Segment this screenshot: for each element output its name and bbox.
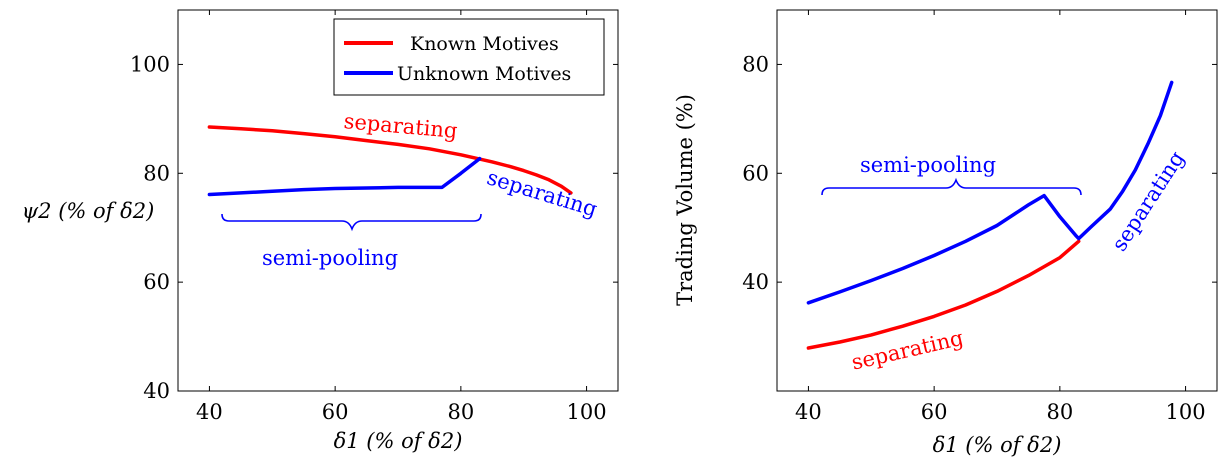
- right-series-line-unknown-motives: [806, 80, 1174, 305]
- right-x-axis-label: δ1 (% of δ2): [933, 433, 1062, 457]
- left-series-line-unknown-motives: [207, 156, 482, 197]
- left-y-tick-label: 100: [130, 52, 170, 76]
- right-y-axis-label: Trading Volume (%): [673, 94, 697, 306]
- right-x-tick-label: 40: [795, 400, 822, 424]
- left-x-tick-label: 80: [447, 400, 474, 424]
- right-lines: [806, 80, 1174, 350]
- right-x-tick-label: 100: [1166, 400, 1206, 424]
- left-y-tick-label: 60: [143, 270, 170, 294]
- left-lines: [207, 125, 573, 197]
- left-y-axis-label: ψ2 (% of δ2): [22, 199, 155, 223]
- left-x-axis-label: δ1 (% of δ2): [334, 429, 463, 453]
- right-x-tick-label: 60: [921, 400, 948, 424]
- right-series-line-known-motives: [806, 239, 1081, 350]
- left-ticks: 40 60 80 100 40 60 80 100: [130, 10, 618, 424]
- right-semi-pooling-brace: [821, 177, 1082, 196]
- left-panel: 40 60 80 100 40 60 80 100 δ1 (% of δ2) ψ2 (% of…: [22, 9, 619, 453]
- right-ticks: 40 60 80 100 40 60 80: [742, 10, 1217, 424]
- right-annotation-separating-unknown: separating: [1107, 147, 1189, 256]
- legend-box: [333, 18, 605, 96]
- legend-label-known: Known Motives: [410, 33, 559, 55]
- right-x-tick-label: 80: [1046, 400, 1073, 424]
- left-semi-pooling-brace: [221, 213, 482, 232]
- left-annotation-separating-unknown: separating: [484, 165, 600, 221]
- right-annotation-separating-known: separating: [849, 326, 965, 375]
- right-y-tick-label: 60: [742, 161, 769, 185]
- left-y-tick-label: 40: [143, 379, 170, 403]
- left-x-tick-label: 40: [196, 400, 223, 424]
- right-plot-frame: [776, 9, 1218, 392]
- legend: Known Motives Unknown Motives: [333, 18, 605, 96]
- left-plot-frame: [177, 9, 619, 392]
- right-annotation-semi-pooling: semi-pooling: [860, 153, 996, 177]
- left-x-tick-label: 100: [567, 400, 607, 424]
- left-y-tick-label: 80: [143, 161, 170, 185]
- left-x-tick-label: 60: [322, 400, 349, 424]
- left-annotation-separating-known: separating: [343, 109, 459, 143]
- right-y-tick-label: 80: [742, 52, 769, 76]
- right-panel: 40 60 80 100 40 60 80 δ1 (% of δ2) Trading Vol…: [673, 9, 1218, 457]
- legend-label-unknown: Unknown Motives: [397, 63, 571, 85]
- right-y-tick-label: 40: [742, 270, 769, 294]
- left-series-line-known-motives: [207, 125, 573, 195]
- left-annotation-semi-pooling: semi-pooling: [262, 246, 398, 270]
